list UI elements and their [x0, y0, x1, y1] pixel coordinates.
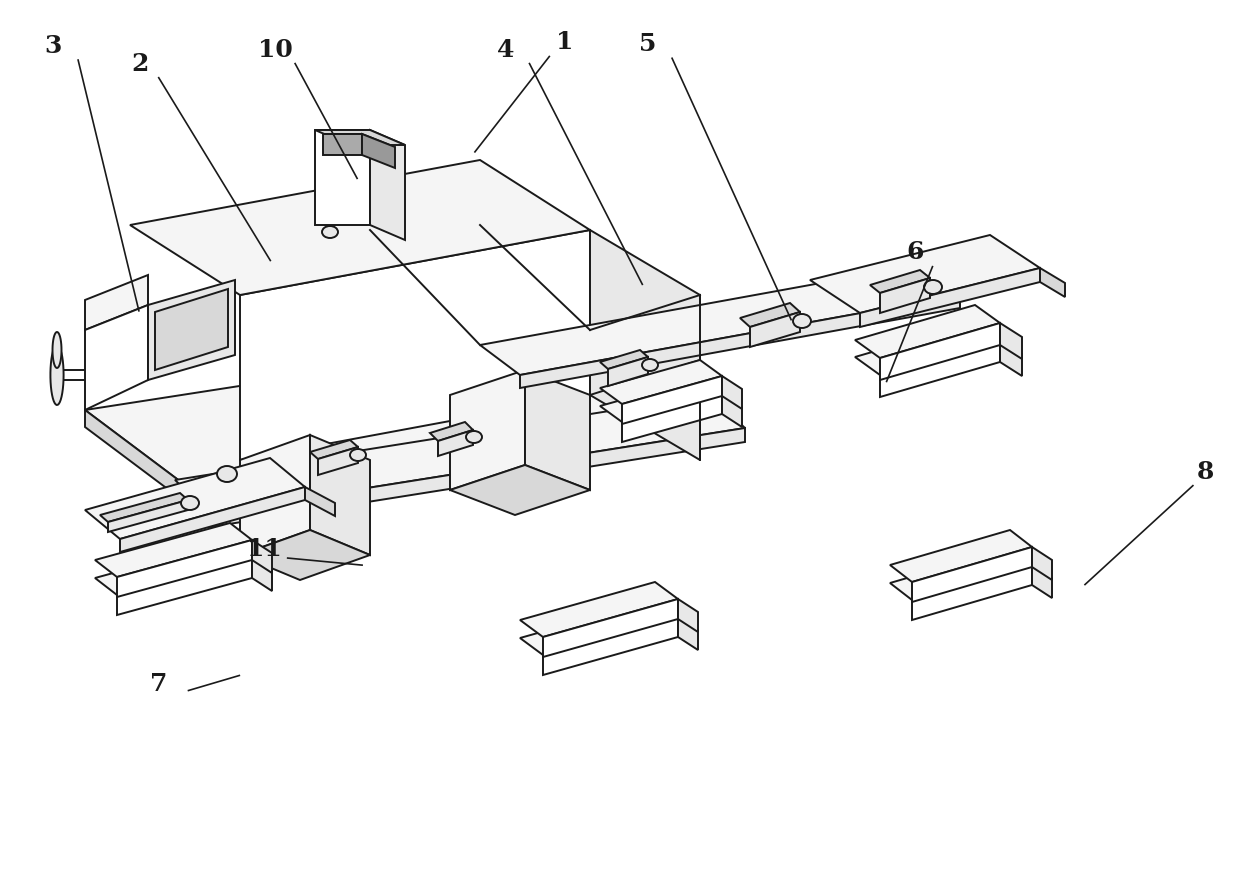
Polygon shape: [438, 430, 472, 456]
Ellipse shape: [217, 466, 237, 482]
Polygon shape: [608, 357, 649, 386]
Polygon shape: [450, 370, 525, 490]
Polygon shape: [86, 330, 720, 500]
Polygon shape: [880, 323, 999, 380]
Polygon shape: [861, 268, 1040, 327]
Polygon shape: [95, 523, 252, 577]
Polygon shape: [520, 600, 678, 655]
Polygon shape: [722, 376, 742, 409]
Polygon shape: [543, 599, 678, 657]
Polygon shape: [678, 617, 698, 650]
Text: 2: 2: [131, 52, 149, 77]
Polygon shape: [600, 350, 649, 369]
Polygon shape: [322, 134, 362, 155]
Polygon shape: [148, 280, 236, 380]
Ellipse shape: [924, 280, 942, 294]
Polygon shape: [310, 435, 370, 555]
Polygon shape: [100, 493, 188, 522]
Polygon shape: [810, 235, 1040, 313]
Ellipse shape: [322, 226, 339, 238]
Polygon shape: [155, 289, 228, 370]
Polygon shape: [51, 345, 63, 405]
Polygon shape: [362, 134, 396, 168]
Polygon shape: [722, 394, 742, 427]
Polygon shape: [600, 360, 722, 404]
Polygon shape: [315, 130, 370, 225]
Polygon shape: [310, 440, 358, 459]
Polygon shape: [856, 322, 999, 375]
Polygon shape: [590, 230, 701, 460]
Polygon shape: [117, 558, 252, 615]
Polygon shape: [252, 558, 272, 591]
Polygon shape: [241, 230, 590, 460]
Polygon shape: [880, 278, 930, 313]
Text: 3: 3: [45, 34, 62, 58]
Polygon shape: [450, 465, 590, 515]
Polygon shape: [750, 312, 800, 347]
Ellipse shape: [181, 496, 198, 510]
Ellipse shape: [642, 359, 658, 371]
Text: 10: 10: [258, 38, 293, 63]
Polygon shape: [890, 530, 1032, 582]
Polygon shape: [210, 428, 745, 527]
Polygon shape: [543, 617, 678, 675]
Polygon shape: [622, 376, 722, 424]
Text: 8: 8: [1197, 460, 1214, 485]
Polygon shape: [1040, 268, 1065, 297]
Text: 11: 11: [247, 537, 281, 562]
Text: 7: 7: [150, 672, 167, 697]
Polygon shape: [525, 370, 590, 490]
Polygon shape: [430, 422, 472, 441]
Polygon shape: [999, 340, 1022, 376]
Polygon shape: [86, 410, 205, 517]
Polygon shape: [911, 565, 1032, 620]
Polygon shape: [130, 160, 590, 295]
Polygon shape: [880, 340, 999, 397]
Polygon shape: [175, 395, 745, 513]
Polygon shape: [520, 582, 678, 637]
Polygon shape: [678, 599, 698, 632]
Polygon shape: [252, 540, 272, 573]
Polygon shape: [911, 547, 1032, 602]
Polygon shape: [315, 130, 405, 145]
Text: 5: 5: [639, 32, 656, 57]
Polygon shape: [86, 458, 305, 539]
Ellipse shape: [350, 449, 366, 461]
Ellipse shape: [794, 314, 811, 328]
Polygon shape: [370, 130, 405, 240]
Polygon shape: [520, 295, 960, 388]
Polygon shape: [305, 487, 335, 516]
Polygon shape: [740, 303, 800, 327]
Polygon shape: [856, 305, 999, 358]
Polygon shape: [86, 305, 148, 410]
Polygon shape: [890, 548, 1032, 600]
Polygon shape: [317, 447, 358, 475]
Polygon shape: [205, 420, 720, 517]
Polygon shape: [108, 500, 188, 532]
Polygon shape: [622, 394, 722, 442]
Ellipse shape: [466, 431, 482, 443]
Polygon shape: [117, 540, 252, 597]
Polygon shape: [1032, 565, 1052, 598]
Polygon shape: [86, 275, 148, 330]
Polygon shape: [480, 265, 960, 375]
Polygon shape: [95, 541, 252, 595]
Polygon shape: [600, 378, 722, 422]
Text: 6: 6: [906, 239, 924, 264]
Polygon shape: [241, 435, 310, 555]
Polygon shape: [1032, 547, 1052, 580]
Polygon shape: [120, 487, 305, 552]
Polygon shape: [870, 270, 930, 293]
Polygon shape: [52, 332, 62, 368]
Polygon shape: [999, 323, 1022, 359]
Polygon shape: [241, 530, 370, 580]
Polygon shape: [322, 134, 396, 147]
Text: 4: 4: [497, 38, 515, 63]
Text: 1: 1: [556, 30, 573, 55]
